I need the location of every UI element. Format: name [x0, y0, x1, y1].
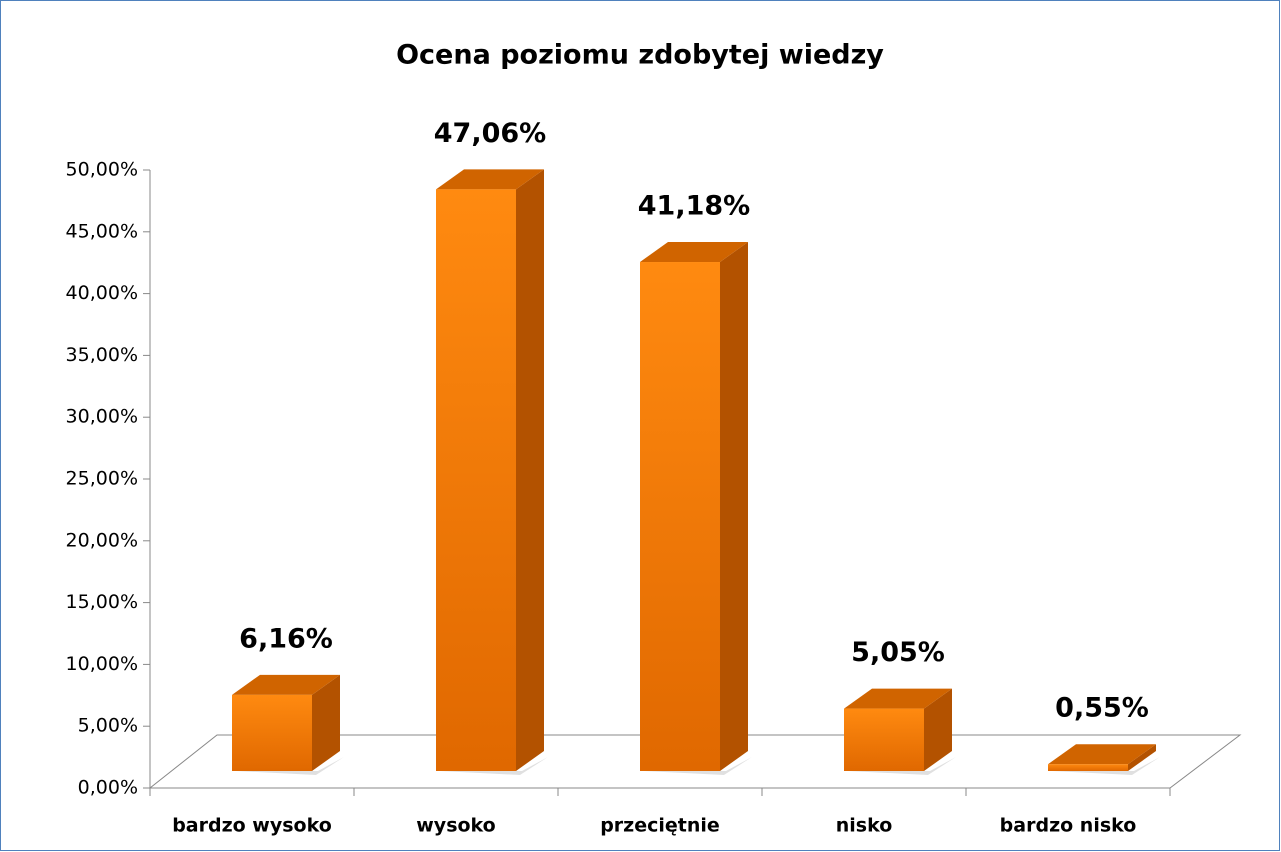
x-tick-label: wysoko [416, 815, 495, 837]
bar [1048, 764, 1128, 771]
chart-title: Ocena poziomu zdobytej wiedzy [396, 40, 884, 71]
bar-side [924, 688, 952, 771]
x-tick-label: przeciętnie [600, 815, 720, 837]
bar [844, 708, 924, 771]
bar-shadow [236, 757, 344, 775]
bar [640, 262, 720, 771]
y-tick-label: 50,00% [66, 159, 138, 181]
x-tick-label: bardzo wysoko [172, 815, 332, 837]
value-label: 6,16% [239, 623, 333, 654]
y-tick-label: 20,00% [66, 529, 138, 551]
bar-shadow [644, 757, 752, 775]
bar-side [720, 242, 748, 771]
value-label: 41,18% [638, 191, 750, 222]
y-tick-label: 10,00% [66, 653, 138, 675]
bar-side [1128, 744, 1156, 771]
bar-side [516, 169, 544, 772]
y-tick-label: 45,00% [66, 220, 138, 242]
bar [436, 189, 516, 772]
x-tick-label: nisko [836, 815, 893, 837]
value-label: 5,05% [851, 637, 945, 668]
bar-top [436, 169, 544, 190]
bar-top [1048, 744, 1156, 765]
bar-top [232, 674, 340, 695]
y-tick-label: 5,00% [78, 715, 138, 737]
y-tick-label: 30,00% [66, 406, 138, 428]
y-tick-label: 0,00% [78, 777, 138, 799]
y-tick-label: 25,00% [66, 468, 138, 490]
y-tick-label: 40,00% [66, 282, 138, 304]
y-tick-label: 15,00% [66, 591, 138, 613]
bar-shadow [440, 757, 548, 775]
bar-shadow [848, 757, 956, 775]
bar-side [312, 674, 340, 771]
value-label: 47,06% [434, 118, 546, 149]
bar-top [640, 242, 748, 263]
bar-top [844, 688, 952, 709]
bar [232, 694, 312, 771]
value-label: 0,55% [1055, 693, 1149, 724]
x-tick-label: bardzo nisko [1000, 815, 1137, 837]
y-tick-label: 35,00% [66, 344, 138, 366]
bar-shadow [1052, 757, 1160, 775]
